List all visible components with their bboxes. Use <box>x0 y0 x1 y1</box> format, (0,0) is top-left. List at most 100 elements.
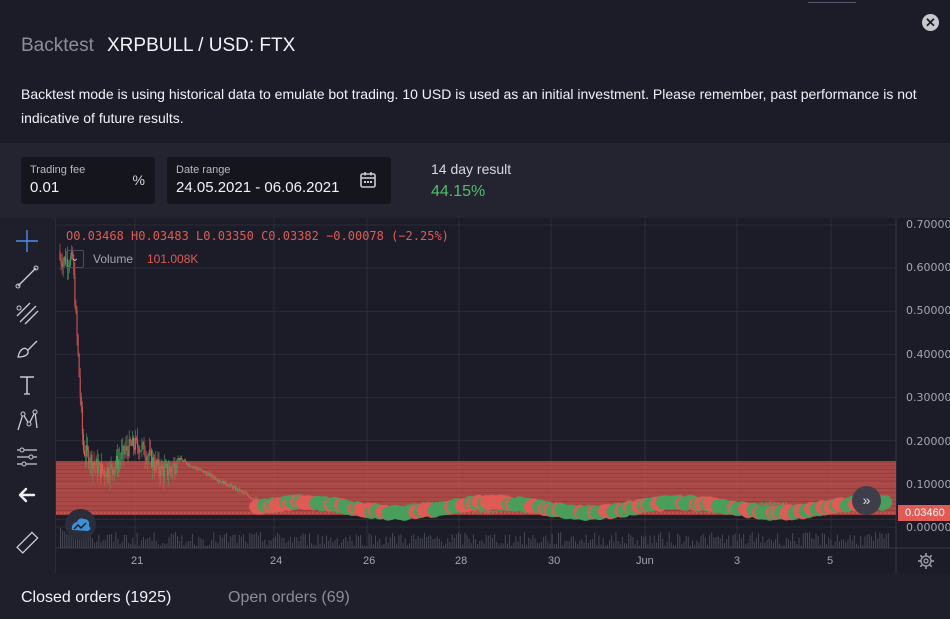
candle-body <box>761 504 763 505</box>
trading-fee-value[interactable]: 0.01 <box>30 179 60 196</box>
brush-icon[interactable] <box>14 336 40 362</box>
volume-bar <box>128 543 130 548</box>
candle-body <box>777 503 779 505</box>
chevron-down-icon[interactable]: ⌄ <box>66 250 84 268</box>
volume-bar <box>885 533 887 548</box>
volume-bar <box>340 542 342 548</box>
volume-bar <box>372 544 374 548</box>
volume-bar <box>817 535 819 548</box>
volume-bar <box>770 539 772 548</box>
candle-body <box>495 511 497 513</box>
volume-bar <box>562 544 564 548</box>
text-tool-icon[interactable] <box>14 372 40 398</box>
volume-bar <box>881 533 883 548</box>
volume-bar <box>792 533 794 548</box>
volume-bar <box>415 539 417 548</box>
volume-bar <box>96 541 98 548</box>
volume-bar <box>807 532 808 548</box>
trend-line-icon[interactable] <box>14 264 40 290</box>
volume-bar <box>504 535 506 548</box>
candle-body <box>157 459 159 465</box>
candle-body <box>179 457 181 461</box>
volume-bar <box>832 545 834 548</box>
candle-body <box>159 471 161 476</box>
candle-body <box>132 437 134 448</box>
volume-bar <box>675 545 677 548</box>
candle-body <box>186 461 188 464</box>
back-arrow-icon[interactable] <box>14 482 40 508</box>
volume-bar <box>781 545 783 548</box>
volume-bar <box>321 535 323 548</box>
volume-bar <box>338 544 340 548</box>
volume-bar <box>764 542 766 548</box>
trading-fee-field[interactable]: Trading fee 0.01 % <box>21 157 155 204</box>
candle-body <box>208 473 210 474</box>
volume-bar <box>411 535 413 548</box>
price-chart[interactable]: O0.03468 H0.03483 L0.03350 C0.03382 −0.0… <box>0 218 950 574</box>
candle-body <box>206 473 208 476</box>
volume-bar <box>819 545 821 548</box>
candle-body <box>166 464 168 476</box>
volume-bar <box>623 542 625 548</box>
ruler-icon[interactable] <box>14 530 40 556</box>
volume-bar <box>872 540 874 548</box>
calendar-icon[interactable] <box>359 171 377 189</box>
candle-body <box>108 477 110 479</box>
volume-bar <box>100 542 102 548</box>
volume-bar <box>553 544 555 548</box>
volume-bar <box>617 541 619 548</box>
volume-bar <box>726 539 728 548</box>
volume-bar <box>136 532 138 548</box>
candle-body <box>111 464 113 471</box>
candle-body <box>171 469 173 472</box>
volume-bar <box>692 540 694 548</box>
candle-body <box>234 486 236 488</box>
volume-bar <box>223 534 225 548</box>
volume-bar <box>789 541 791 548</box>
volume-bar <box>85 531 87 548</box>
volume-bar <box>853 535 855 548</box>
gear-icon[interactable] <box>917 552 935 570</box>
chart-canvas[interactable] <box>56 218 950 574</box>
close-button[interactable]: ✕ <box>922 14 939 31</box>
volume-bar <box>470 543 472 548</box>
volume-bar <box>125 535 127 548</box>
date-range-field[interactable]: Date range 24.05.2021 - 06.06.2021 <box>167 157 391 204</box>
volume-bar <box>460 533 462 548</box>
candle-body <box>80 396 82 407</box>
volume-bar <box>198 536 200 548</box>
volume-bar <box>211 540 213 548</box>
chart-logo-icon <box>65 509 96 540</box>
candle-body <box>237 488 239 491</box>
candle-body <box>122 446 124 451</box>
candle-body <box>201 469 203 471</box>
measure-lines-icon[interactable] <box>14 444 40 470</box>
orders-tabs: Closed orders (1925) Open orders (69) <box>0 574 950 619</box>
volume-bar <box>68 535 70 548</box>
tab-open-orders[interactable]: Open orders (69) <box>228 589 350 606</box>
volume-bar <box>824 533 826 548</box>
volume-bar <box>332 542 334 548</box>
candle-body <box>115 455 117 466</box>
date-range-value[interactable]: 24.05.2021 - 06.06.2021 <box>176 179 340 196</box>
volume-bar <box>168 537 170 548</box>
volume-bar <box>291 542 293 548</box>
volume-bar <box>809 532 811 548</box>
crosshair-icon[interactable] <box>14 228 40 254</box>
pattern-icon[interactable] <box>14 408 40 434</box>
candle-body <box>144 454 146 458</box>
volume-bar <box>489 535 491 548</box>
volume-bar <box>749 535 751 548</box>
tab-closed-orders[interactable]: Closed orders (1925) <box>21 589 172 606</box>
volume-bar <box>132 537 134 548</box>
candle-body <box>762 504 764 505</box>
scroll-to-realtime-button[interactable]: » <box>852 486 881 515</box>
candle-body <box>231 486 233 489</box>
result-label: 14 day result <box>431 161 512 177</box>
volume-bar <box>543 536 545 548</box>
pitchfork-icon[interactable] <box>14 300 40 326</box>
volume-bar <box>485 534 487 548</box>
volume-bar <box>762 536 764 548</box>
volume-bar <box>336 537 338 548</box>
volume-bar <box>249 532 251 548</box>
